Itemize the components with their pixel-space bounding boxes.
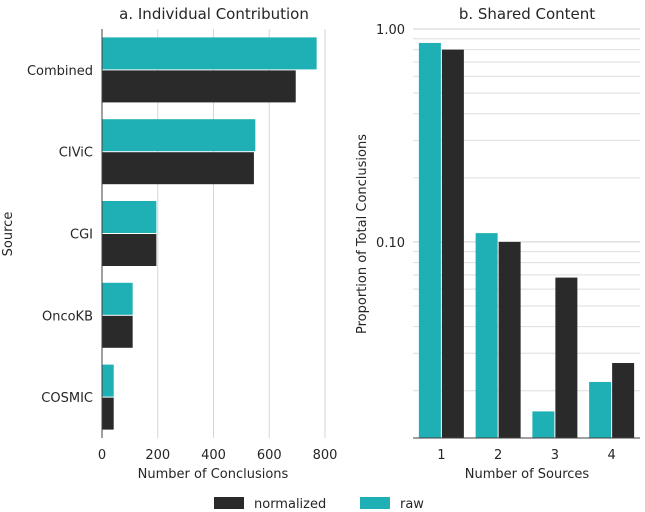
y-axis-label-b: Proportion of Total Conclusions (355, 134, 370, 334)
legend: normalized raw (214, 497, 424, 512)
bar-civic-raw (102, 119, 256, 152)
bar-sources-2-raw (475, 233, 498, 438)
x-tick-label-2: 2 (494, 448, 502, 463)
bar-sources-1-normalized (441, 49, 464, 439)
bar-civic-normalized (102, 152, 254, 185)
chart-title-b: b. Shared Content (459, 5, 595, 23)
x-tick-labels-b: 1 2 3 4 (437, 448, 616, 463)
bar-cgi-raw (102, 201, 157, 233)
x-axis-label-a: Number of Conclusions (138, 467, 289, 482)
y-tick-label-civic: CIViC (59, 146, 93, 161)
chart-title-a: a. Individual Contribution (119, 5, 309, 23)
y-axis-label-a: Source (1, 212, 16, 257)
bar-oncokb-raw (102, 282, 133, 315)
legend-label-normalized: normalized (254, 497, 326, 512)
bar-sources-1-raw (418, 42, 441, 439)
legend-swatch-raw (360, 497, 390, 509)
y-tick-label-oncokb: OncoKB (42, 309, 93, 324)
x-tick-label-1: 1 (437, 448, 445, 463)
y-tick-labels-a: Combined CIViC CGI OncoKB COSMIC (27, 64, 93, 406)
x-tick-label-0: 0 (98, 448, 106, 463)
y-tick-label-combined: Combined (27, 64, 93, 79)
y-tick-label-cosmic: COSMIC (41, 391, 93, 406)
bars-b (418, 42, 635, 439)
legend-swatch-normalized (214, 497, 244, 509)
panel-individual-contribution: a. Individual Contribution Combined CIViC… (1, 5, 337, 482)
bars-a (102, 37, 317, 430)
x-tick-label-3: 3 (551, 448, 559, 463)
bar-combined-raw (102, 37, 317, 70)
x-tick-label-800: 800 (313, 448, 338, 463)
x-tick-label-400: 400 (201, 448, 226, 463)
y-tick-label-1.00: 1.00 (376, 23, 405, 38)
x-tick-label-200: 200 (145, 448, 170, 463)
bar-oncokb-normalized (102, 315, 133, 348)
bar-sources-4-raw (589, 381, 612, 438)
y-tick-labels-b: 1.00 0.10 (376, 23, 405, 251)
x-tick-label-600: 600 (257, 448, 282, 463)
bar-cgi-normalized (102, 234, 157, 266)
bar-sources-3-normalized (555, 277, 578, 438)
x-tick-labels-a: 0 200 400 600 800 (98, 448, 338, 463)
bar-combined-normalized (102, 70, 296, 103)
y-tick-label-0.10: 0.10 (376, 236, 405, 251)
bar-cosmic-raw (102, 364, 114, 397)
bar-sources-3-raw (532, 411, 555, 438)
x-tick-label-4: 4 (607, 448, 615, 463)
x-axis-label-b: Number of Sources (465, 467, 590, 482)
legend-label-raw: raw (400, 497, 424, 512)
bar-sources-2-normalized (498, 241, 521, 438)
bar-sources-4-normalized (612, 363, 635, 438)
bar-cosmic-normalized (102, 397, 114, 430)
y-tick-label-cgi: CGI (70, 228, 93, 243)
panel-shared-content: b. Shared Content 1.00 0.10 1 2 3 4 Number o… (355, 5, 640, 482)
